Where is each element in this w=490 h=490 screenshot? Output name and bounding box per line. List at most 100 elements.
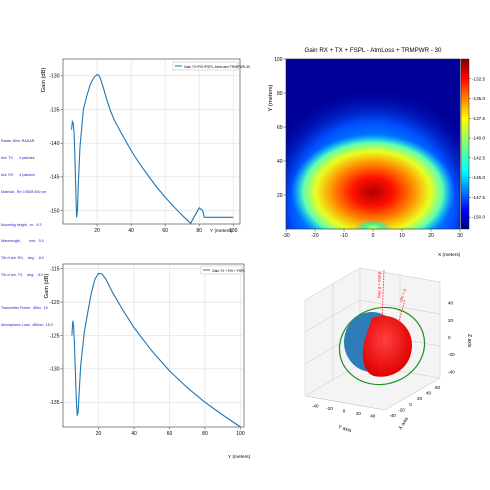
chart-gain-tx-rx-fspl: 20 40 60 80 100 -115 -120 -125 -130 -135 Gain TX … [44, 263, 251, 460]
y-tick-label: -130 [49, 367, 59, 373]
info-line: Material: Re 0.5508 500 um [1, 189, 47, 194]
surface-red [362, 315, 412, 377]
colorbar-tick-label: -135.0 [472, 96, 485, 101]
annotation-text: theta = 0 deg [377, 272, 382, 298]
y-tick-label: -140 [49, 141, 59, 147]
colorbar-tick-label: -132.5 [472, 76, 485, 81]
info-line: Radar: 80m: RADAR [1, 139, 35, 144]
y-tick-label: 40 [370, 414, 376, 419]
x-tick-label: -20 [398, 408, 405, 413]
x-tick-label: 60 [167, 431, 173, 437]
series-line [71, 272, 241, 428]
x-tick-label: 40 [131, 431, 137, 437]
x-tick-label: 40 [128, 228, 134, 234]
series-line [70, 73, 234, 225]
y-tick-label: -125 [49, 333, 59, 339]
legend: Gain TX+RX+FSPL-AtmLoss+TRMPWR-30 [172, 61, 250, 71]
x-tick-label: 60 [162, 228, 168, 234]
info-line: Atmospheric Loss: dB/km: 15.0 [1, 322, 53, 327]
info-line: Tilt of ant. TX, deg: -8.0 [1, 272, 44, 277]
x-tick-label: 20 [417, 396, 423, 401]
plot-area [62, 58, 241, 225]
x-tick-label: 80 [202, 431, 208, 437]
colorbar-tick-label: -145.0 [472, 175, 485, 180]
colorbar [460, 58, 470, 230]
z-axis-label: Z axis [466, 334, 472, 348]
info-line: Transmitter Power: dBm: 16 [1, 305, 48, 310]
y-tick-label: -135 [49, 400, 59, 406]
legend: Gain TX + RX + FSPL [200, 265, 245, 275]
x-tick-label: 30 [457, 233, 463, 239]
z-tick-label: 0 [448, 335, 451, 340]
x-axis-label: Y (meters) [210, 228, 233, 234]
axis-ticks: 20 40 60 80 100 -115 -120 -125 -130 -135 [49, 266, 244, 437]
z-tick-label: -40 [448, 369, 455, 374]
x-tick-label: 100 [229, 228, 238, 234]
y-tick-label: 100 [274, 57, 283, 63]
x-tick-label: 10 [399, 233, 405, 239]
pattern-ring [338, 306, 426, 386]
z-tick-label: -20 [448, 352, 455, 357]
colorbar-tick-label: -140.0 [472, 136, 485, 141]
colorbar-tick-label: -137.5 [472, 116, 485, 121]
y-tick-label: -130 [49, 74, 59, 80]
y-axis-label: Y (meters) [268, 84, 274, 111]
x-tick-label: 20 [96, 431, 102, 437]
x-tick-label: 60 [435, 385, 441, 390]
y-tick-label: -20 [326, 406, 333, 411]
axis-ticks: -30 -20 -10 0 10 20 30 20 40 60 80 100 [274, 57, 463, 239]
y-tick-label: -145 [49, 175, 59, 181]
info-line: Wavelength, mm: 5.0 [1, 239, 44, 244]
info-line: Ant. TX 4 patches [1, 155, 35, 160]
y-tick-label: 40 [277, 159, 283, 165]
y-tick-label: -135 [49, 107, 59, 113]
x-tick-label: 100 [236, 431, 245, 437]
y-tick-label: 20 [277, 193, 283, 199]
colorbar-tick-label: -147.5 [472, 195, 485, 200]
colorbar-ticks: -132.5 -135.0 -137.5 -140.0 -142.5 -145.0 -147… [469, 76, 485, 220]
x-tick-label: -30 [282, 233, 289, 239]
x-tick-label: -40 [389, 413, 396, 418]
y-tick-label: 60 [277, 125, 283, 131]
chart-3d-pattern: theta = 0 deg phi = 0 -40-200204060-40-2… [304, 267, 472, 434]
heatmap-image [286, 59, 460, 229]
annotation-line [379, 269, 385, 373]
y-tick-label: 20 [356, 411, 362, 416]
plot-area [62, 263, 245, 428]
x-tick-label: -10 [340, 233, 347, 239]
colorbar-tick-label: -142.5 [472, 155, 485, 160]
y-axis-label: Gain (dB) [44, 274, 50, 299]
z-tick-label: 40 [448, 301, 454, 306]
y-tick-label: 0 [343, 409, 346, 414]
info-line: Tilt of ant. RX, deg: -8.0 [1, 256, 44, 261]
chart-gain-total: 20 40 60 80 100 -130 -135 -140 -145 -150 Gain TX+… [41, 58, 250, 234]
x-tick-label: 0 [372, 233, 375, 239]
z-tick-label: 20 [448, 318, 454, 323]
info-line: Ant. RX 4 patches [1, 172, 35, 177]
y-tick-label: -115 [50, 266, 60, 272]
y-tick-label: 80 [277, 91, 283, 97]
x-tick-label: 20 [94, 228, 100, 234]
x-tick-label: 0 [409, 402, 412, 407]
x-tick-label: 20 [428, 233, 434, 239]
annotation-text: phi = 0 [398, 288, 407, 303]
info-line: Mounting height, m: 6.3 [1, 222, 42, 227]
y-tick-label: -150 [49, 208, 59, 214]
gridlines [63, 59, 240, 224]
y-axis-label: Gain (dB) [41, 68, 47, 93]
colorbar-tick-label: -150.0 [472, 215, 485, 220]
y-tick-label: -40 [312, 403, 319, 408]
gridlines [63, 264, 244, 427]
chart-title: Gain RX + TX + FSPL - AtmLoss + TRMPWR -… [305, 47, 442, 54]
axis-ticks: 20 40 60 80 100 -130 -135 -140 -145 -150 [49, 74, 237, 234]
x-axis-label: X axis [398, 416, 411, 431]
x-tick-label: 40 [426, 391, 432, 396]
x-tick-label: 80 [196, 228, 202, 234]
x-axis-label: Y (meters) [228, 454, 251, 460]
y-tick-label: -120 [49, 300, 59, 306]
y-axis-label: Y axis [337, 424, 352, 434]
legend-label: Gain TX+RX+FSPL-AtmLoss+TRMPWR-30 [184, 65, 250, 69]
x-axis-label: X (meters) [438, 252, 461, 258]
